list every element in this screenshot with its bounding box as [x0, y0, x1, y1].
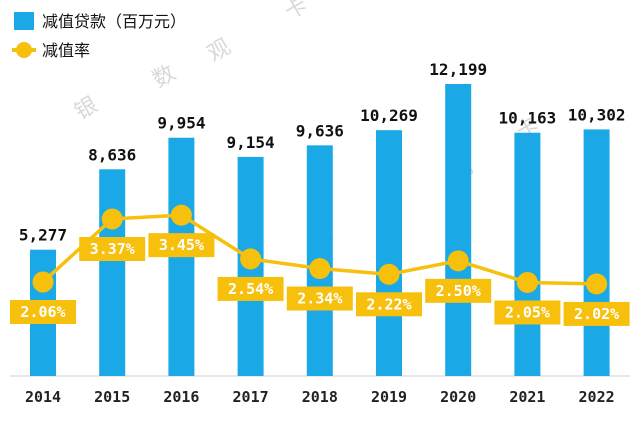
rate-value-label: 2.54% [228, 280, 273, 298]
bar-value-label: 8,636 [88, 145, 136, 164]
x-axis-ticks: 2014 2015 2016 2017 2018 2019 2020 2021 2022 [25, 388, 615, 406]
rate-value-label: 2.05% [505, 303, 550, 321]
legend-bar-label: 减值贷款（百万元） [42, 12, 186, 31]
rate-value-label: 2.50% [436, 282, 481, 300]
watermark-char: 观 [204, 35, 236, 68]
rate-value-label: 2.22% [366, 295, 411, 313]
rate-point [170, 204, 192, 226]
rate-point [309, 258, 331, 280]
rate-value-label: 3.37% [90, 240, 135, 258]
rate-point [32, 271, 54, 293]
bar-value-label: 9,636 [296, 121, 344, 140]
rate-label-box [356, 292, 422, 317]
rate-value-label: 2.06% [20, 303, 65, 321]
bar [445, 84, 472, 376]
bar [99, 169, 126, 376]
bar-value-label: 5,277 [19, 226, 67, 245]
rate-point [240, 248, 262, 270]
x-tick-label: 2022 [579, 388, 615, 406]
rate-label-box [563, 301, 630, 326]
bar [514, 132, 541, 376]
bar-value-label: 9,154 [227, 133, 275, 152]
rate-point [586, 273, 608, 295]
rate-label-box [286, 286, 353, 311]
x-tick-label: 2019 [371, 388, 407, 406]
bar-value-label: 10,269 [360, 106, 418, 125]
rate-label-box [10, 300, 76, 324]
rate-point [101, 208, 123, 230]
legend-bar-swatch [14, 12, 34, 30]
bar-value-label: 10,302 [568, 105, 626, 124]
rate-label-box [79, 236, 146, 261]
bar-value-label: 9,954 [157, 114, 205, 133]
legend-line-marker [16, 42, 32, 58]
watermark-char: 卡 [281, 0, 313, 25]
rate-series [32, 204, 608, 295]
rate-label-box [148, 233, 215, 258]
bar [583, 129, 610, 376]
x-tick-label: 2017 [233, 388, 269, 406]
rate-point [378, 263, 400, 285]
watermark-char: 银 [71, 93, 103, 126]
rate-label-box [494, 300, 561, 325]
bar-value-labels: 5,277 8,636 9,954 9,154 9,636 10,269 12,199 10,… [19, 60, 626, 245]
x-tick-label: 2014 [25, 388, 61, 406]
bar-series [30, 84, 610, 376]
rate-point [447, 250, 469, 272]
rate-point [516, 271, 538, 293]
rate-label-box [425, 278, 492, 303]
x-tick-label: 2020 [440, 388, 476, 406]
bar-value-label: 12,199 [429, 60, 487, 79]
rate-value-labels: 2.06% 3.37% 3.45% 2.54% 2.34% 2.22% 2.50% 2.05%… [10, 233, 630, 326]
rate-value-label: 3.45% [159, 236, 204, 254]
rate-value-label: 2.02% [574, 305, 619, 323]
rate-label-box [217, 276, 284, 301]
x-tick-label: 2015 [94, 388, 130, 406]
legend: 减值贷款（百万元） 减值率 [12, 12, 186, 60]
bar-value-label: 10,163 [499, 109, 557, 128]
legend-line-label: 减值率 [42, 41, 90, 60]
x-tick-label: 2016 [163, 388, 199, 406]
watermark-char: 数 [149, 61, 181, 94]
x-tick-label: 2021 [509, 388, 545, 406]
x-tick-label: 2018 [302, 388, 338, 406]
bar [376, 130, 402, 376]
rate-value-label: 2.34% [297, 290, 342, 308]
